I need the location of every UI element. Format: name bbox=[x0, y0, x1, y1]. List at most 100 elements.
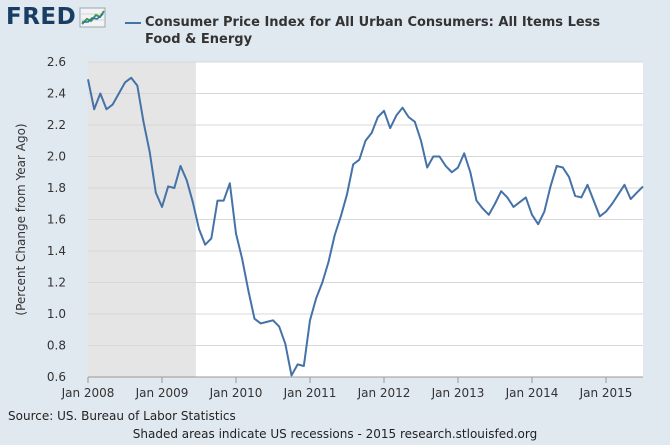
data-point bbox=[377, 116, 379, 118]
data-point bbox=[155, 192, 157, 194]
data-point bbox=[235, 232, 237, 234]
legend-line-swatch bbox=[125, 22, 141, 24]
data-point bbox=[130, 77, 132, 79]
data-point bbox=[327, 261, 329, 263]
data-point bbox=[444, 165, 446, 167]
data-point bbox=[488, 214, 490, 216]
y-tick-label: 0.6 bbox=[47, 370, 66, 384]
data-point bbox=[642, 185, 644, 187]
data-point bbox=[611, 203, 613, 205]
data-point bbox=[352, 163, 354, 165]
data-point bbox=[475, 199, 477, 201]
data-point bbox=[204, 244, 206, 246]
data-point bbox=[586, 184, 588, 186]
y-tick-label: 1.0 bbox=[47, 307, 66, 321]
data-point bbox=[216, 199, 218, 201]
data-point bbox=[512, 206, 514, 208]
data-point bbox=[525, 196, 527, 198]
data-point bbox=[173, 187, 175, 189]
x-tick-label: Jan 2015 bbox=[579, 386, 633, 400]
data-point bbox=[229, 182, 231, 184]
data-point bbox=[617, 193, 619, 195]
y-tick-label: 2.4 bbox=[47, 87, 66, 101]
data-point bbox=[599, 215, 601, 217]
chart-legend: Consumer Price Index for All Urban Consu… bbox=[125, 14, 625, 48]
y-tick-label: 2.6 bbox=[47, 55, 66, 69]
data-point bbox=[426, 166, 428, 168]
y-tick-label: 1.2 bbox=[47, 276, 66, 290]
data-point bbox=[500, 190, 502, 192]
x-tick-label: Jan 2013 bbox=[431, 386, 485, 400]
data-point bbox=[290, 374, 292, 376]
data-point bbox=[395, 114, 397, 116]
data-point bbox=[370, 132, 372, 134]
data-point bbox=[179, 165, 181, 167]
data-point bbox=[407, 116, 409, 118]
data-point bbox=[358, 158, 360, 160]
data-point bbox=[266, 321, 268, 323]
data-point bbox=[432, 155, 434, 157]
data-point bbox=[142, 121, 144, 123]
data-point bbox=[438, 155, 440, 157]
data-point bbox=[259, 322, 261, 324]
data-point bbox=[420, 140, 422, 142]
y-tick-label: 1.8 bbox=[47, 181, 66, 195]
x-tick-label: Jan 2009 bbox=[135, 386, 189, 400]
data-point bbox=[574, 195, 576, 197]
data-point bbox=[549, 185, 551, 187]
data-point bbox=[303, 365, 305, 367]
x-tick-label: Jan 2012 bbox=[357, 386, 411, 400]
data-point bbox=[494, 203, 496, 205]
y-axis-label: (Percent Change from Year Ago) bbox=[14, 123, 28, 315]
data-point bbox=[389, 127, 391, 129]
data-point bbox=[192, 201, 194, 203]
source-note: Source: US. Bureau of Labor Statistics bbox=[8, 409, 236, 423]
cpi-series-line bbox=[87, 76, 644, 377]
data-point bbox=[383, 110, 385, 112]
y-tick-label: 2.2 bbox=[47, 118, 66, 132]
data-point bbox=[401, 106, 403, 108]
data-point bbox=[136, 84, 138, 86]
data-point bbox=[555, 165, 557, 167]
data-point bbox=[309, 319, 311, 321]
fred-logo-text: FRED bbox=[6, 4, 77, 30]
data-point bbox=[531, 214, 533, 216]
recession-note: Shaded areas indicate US recessions - 20… bbox=[132, 427, 538, 441]
x-tick-label: Jan 2014 bbox=[505, 386, 559, 400]
y-tick-label: 0.8 bbox=[47, 339, 66, 353]
data-point bbox=[481, 207, 483, 209]
data-point bbox=[623, 184, 625, 186]
y-tick-label: 2.0 bbox=[47, 150, 66, 164]
x-tick-label: Jan 2008 bbox=[61, 386, 115, 400]
data-point bbox=[568, 176, 570, 178]
data-point bbox=[333, 234, 335, 236]
data-point bbox=[636, 192, 638, 194]
x-tick-label: Jan 2010 bbox=[209, 386, 263, 400]
data-point bbox=[222, 199, 224, 201]
data-point bbox=[580, 196, 582, 198]
data-point bbox=[592, 199, 594, 201]
data-point bbox=[451, 171, 453, 173]
data-point bbox=[272, 319, 274, 321]
data-point bbox=[629, 198, 631, 200]
data-point bbox=[148, 151, 150, 153]
data-point bbox=[364, 140, 366, 142]
data-point bbox=[198, 228, 200, 230]
data-point bbox=[161, 206, 163, 208]
data-point bbox=[284, 343, 286, 345]
data-point bbox=[543, 210, 545, 212]
data-point bbox=[469, 171, 471, 173]
data-point bbox=[315, 297, 317, 299]
data-point bbox=[185, 179, 187, 181]
data-point bbox=[321, 281, 323, 283]
data-point bbox=[253, 318, 255, 320]
data-point bbox=[414, 121, 416, 123]
data-point bbox=[463, 152, 465, 154]
data-point bbox=[93, 108, 95, 110]
data-point bbox=[167, 185, 169, 187]
data-point bbox=[111, 103, 113, 105]
data-point bbox=[562, 166, 564, 168]
data-point bbox=[457, 166, 459, 168]
data-point bbox=[118, 92, 120, 94]
